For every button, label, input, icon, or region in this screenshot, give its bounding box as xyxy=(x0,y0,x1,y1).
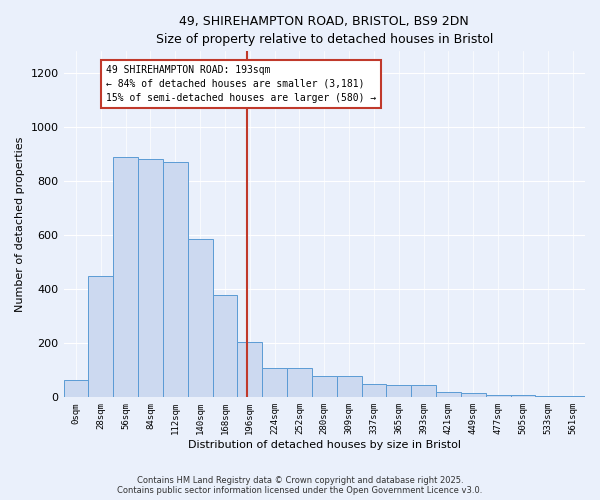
Bar xyxy=(511,394,535,398)
Bar xyxy=(411,385,436,398)
Bar xyxy=(163,162,188,398)
Bar xyxy=(64,380,88,398)
Bar xyxy=(287,368,312,398)
Bar xyxy=(386,385,411,398)
Bar xyxy=(188,239,212,398)
Y-axis label: Number of detached properties: Number of detached properties xyxy=(15,136,25,312)
Bar xyxy=(138,160,163,398)
Bar xyxy=(560,396,585,398)
Bar xyxy=(337,376,362,398)
Text: Contains HM Land Registry data © Crown copyright and database right 2025.
Contai: Contains HM Land Registry data © Crown c… xyxy=(118,476,482,495)
Bar xyxy=(212,294,238,398)
Bar xyxy=(436,392,461,398)
Bar xyxy=(362,384,386,398)
Bar xyxy=(461,394,485,398)
X-axis label: Distribution of detached houses by size in Bristol: Distribution of detached houses by size … xyxy=(188,440,461,450)
Bar xyxy=(113,157,138,398)
Bar xyxy=(485,394,511,398)
Bar xyxy=(535,396,560,398)
Bar xyxy=(312,376,337,398)
Text: 49 SHIREHAMPTON ROAD: 193sqm
← 84% of detached houses are smaller (3,181)
15% of: 49 SHIREHAMPTON ROAD: 193sqm ← 84% of de… xyxy=(106,65,376,103)
Title: 49, SHIREHAMPTON ROAD, BRISTOL, BS9 2DN
Size of property relative to detached ho: 49, SHIREHAMPTON ROAD, BRISTOL, BS9 2DN … xyxy=(155,15,493,46)
Bar xyxy=(238,342,262,398)
Bar xyxy=(88,276,113,398)
Bar xyxy=(262,368,287,398)
